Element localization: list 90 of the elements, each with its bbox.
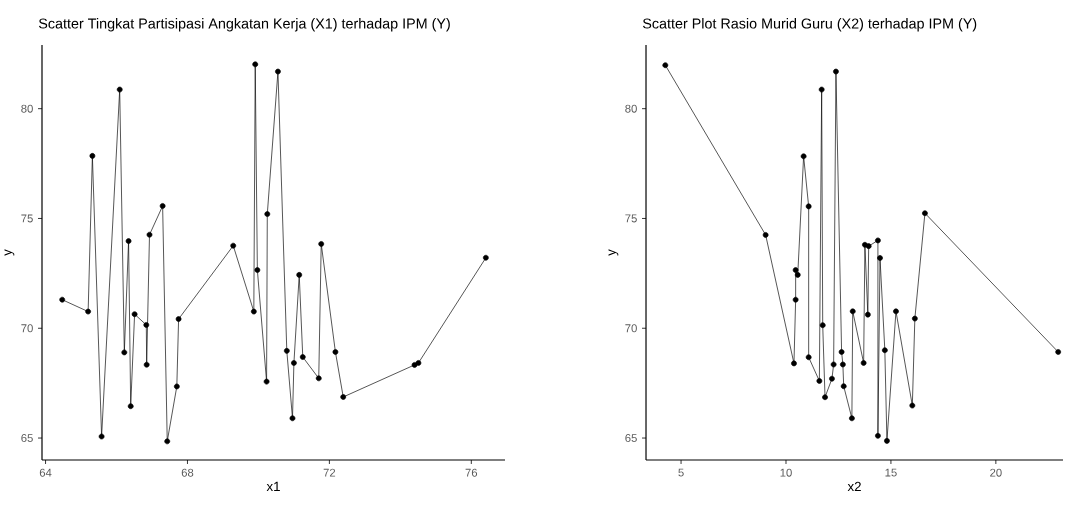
point bbox=[1055, 349, 1062, 355]
x-tick-label: 15 bbox=[885, 468, 897, 477]
point bbox=[818, 86, 825, 93]
point bbox=[121, 349, 128, 356]
point bbox=[877, 255, 883, 261]
point bbox=[263, 378, 270, 385]
point bbox=[250, 308, 257, 315]
point bbox=[881, 347, 888, 354]
point bbox=[299, 354, 306, 360]
point bbox=[283, 348, 290, 354]
x-tick-label: 10 bbox=[780, 468, 792, 477]
point bbox=[143, 322, 150, 328]
point bbox=[318, 241, 325, 247]
point bbox=[89, 153, 96, 159]
point bbox=[830, 361, 837, 368]
chart-title: Scatter Tingkat Partisipasi Angkatan Kerja (X1) terhadap IPM (Y) bbox=[38, 18, 450, 32]
point bbox=[332, 349, 339, 355]
point bbox=[59, 296, 66, 303]
point bbox=[159, 203, 166, 209]
point bbox=[849, 415, 855, 422]
y-tick-label: 75 bbox=[21, 214, 33, 223]
y-axis-title: y bbox=[608, 249, 619, 256]
point bbox=[860, 360, 867, 366]
point bbox=[252, 61, 259, 68]
point bbox=[909, 402, 916, 409]
x-axis-title: x1 bbox=[266, 481, 280, 491]
point bbox=[143, 361, 150, 368]
point bbox=[864, 311, 871, 318]
point bbox=[865, 243, 872, 249]
point bbox=[791, 360, 797, 367]
point bbox=[127, 403, 134, 410]
x-tick-label: 20 bbox=[990, 468, 1002, 477]
y-tick-label: 65 bbox=[625, 434, 637, 443]
y-tick-label: 80 bbox=[21, 104, 33, 113]
point bbox=[792, 296, 799, 303]
point bbox=[893, 308, 899, 315]
point bbox=[98, 433, 105, 440]
point bbox=[762, 232, 769, 238]
y-tick-label: 65 bbox=[21, 434, 33, 443]
x-tick-label: 5 bbox=[678, 468, 684, 477]
y-tick-label: 80 bbox=[625, 104, 637, 113]
point bbox=[922, 210, 928, 217]
point bbox=[125, 238, 132, 244]
point bbox=[794, 272, 801, 278]
point bbox=[275, 68, 281, 75]
point bbox=[816, 378, 823, 384]
point bbox=[146, 231, 153, 238]
point bbox=[822, 394, 828, 401]
point bbox=[116, 86, 123, 93]
point bbox=[340, 394, 347, 400]
point bbox=[833, 68, 839, 75]
point bbox=[838, 349, 845, 355]
point bbox=[131, 311, 138, 318]
point bbox=[289, 415, 296, 422]
point bbox=[415, 360, 422, 366]
point bbox=[805, 203, 812, 210]
point bbox=[291, 360, 297, 366]
y-tick-label: 70 bbox=[21, 324, 33, 333]
x-tick-label: 68 bbox=[181, 468, 194, 477]
point bbox=[85, 308, 91, 315]
point bbox=[819, 322, 826, 329]
point bbox=[840, 361, 846, 368]
point bbox=[164, 438, 171, 445]
point bbox=[482, 254, 489, 261]
point bbox=[829, 375, 835, 382]
point bbox=[875, 432, 881, 439]
x-axis-title: x2 bbox=[847, 481, 861, 492]
y-tick-label: 75 bbox=[625, 214, 637, 223]
point bbox=[849, 308, 856, 315]
point bbox=[254, 267, 261, 273]
point bbox=[662, 62, 669, 69]
point bbox=[800, 153, 807, 160]
point bbox=[175, 316, 182, 322]
x-tick-label: 64 bbox=[39, 468, 52, 477]
point bbox=[173, 383, 180, 390]
point bbox=[805, 354, 812, 361]
point bbox=[875, 237, 881, 244]
y-tick-label: 70 bbox=[625, 324, 637, 333]
point bbox=[911, 315, 918, 322]
point bbox=[884, 438, 890, 444]
point bbox=[792, 267, 799, 273]
point bbox=[840, 383, 847, 390]
point bbox=[296, 272, 303, 278]
y-axis-title: y bbox=[4, 249, 15, 256]
point bbox=[230, 242, 237, 249]
point bbox=[264, 211, 271, 217]
x-tick-label: 76 bbox=[465, 468, 478, 477]
point bbox=[315, 375, 322, 382]
chart-title: Scatter Plot Rasio Murid Guru (X2) terhadap IPM (Y) bbox=[642, 18, 977, 32]
x-tick-label: 72 bbox=[323, 468, 336, 477]
